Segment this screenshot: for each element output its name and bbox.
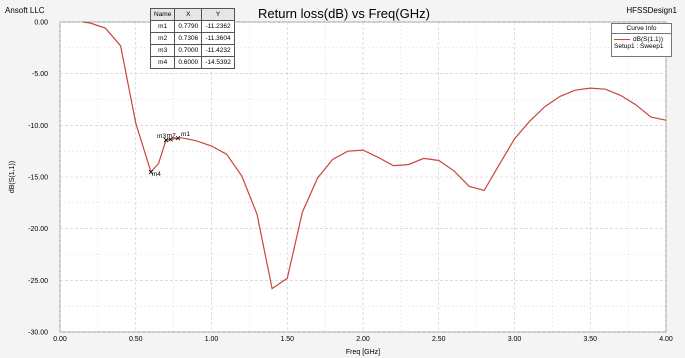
marker-cell: 0.6000 (174, 56, 203, 69)
marker-row[interactable]: m2 0.7306 -11.3604 (149, 32, 235, 45)
marker-label: m2 (167, 132, 176, 139)
x-tick-label: 0.00 (53, 336, 67, 343)
marker-col-x: X (174, 8, 203, 21)
marker-cell: m4 (149, 56, 176, 69)
legend-swatch (614, 39, 630, 40)
marker-label: m3 (157, 133, 166, 140)
y-tick-label: 0.00 (34, 20, 48, 27)
marker-cell: m3 (149, 44, 176, 57)
marker-cell: 0.7306 (174, 32, 203, 45)
marker-point (175, 135, 181, 141)
marker-row[interactable]: m3 0.7000 -11.4232 (149, 44, 235, 57)
y-tick-label: -10.00 (28, 123, 48, 130)
x-tick-label: 1.50 (280, 336, 294, 343)
marker-table-header: Name X Y (149, 8, 235, 21)
x-tick-label: 3.00 (508, 336, 522, 343)
legend-series-label: dB(S(1,1)) (633, 36, 663, 43)
legend-sweep-label: Setup1 : Sweep1 (614, 43, 664, 50)
curve-info-legend[interactable]: Curve Info dB(S(1,1)) Setup1 : Sweep1 (611, 23, 672, 57)
marker-label: m1 (181, 131, 190, 138)
x-tick-label: 1.00 (205, 336, 219, 343)
marker-col-y: Y (201, 8, 235, 21)
y-tick-label: -20.00 (28, 226, 48, 233)
marker-label: m4 (152, 171, 161, 178)
y-tick-label: -30.00 (28, 330, 48, 337)
y-tick-label: -15.00 (28, 175, 48, 182)
marker-cell: 0.7000 (174, 44, 203, 57)
marker-col-name: Name (149, 8, 176, 21)
marker-cell: -11.2362 (201, 20, 235, 33)
x-tick-label: 2.00 (356, 336, 370, 343)
marker-cell: m1 (149, 20, 176, 33)
chart-title: Return loss(dB) vs Freq(GHz) (258, 6, 430, 21)
marker-row[interactable]: m4 0.6000 -14.5392 (149, 56, 235, 69)
curve-info-title: Curve Info (612, 24, 671, 34)
y-tick-label: -5.00 (32, 71, 48, 78)
x-tick-label: 2.50 (432, 336, 446, 343)
marker-cell: m2 (149, 32, 176, 45)
grid-lines (59, 21, 667, 333)
marker-table: Name X Y m1 0.7790 -11.2362 m2 0.7306 -1… (149, 8, 235, 69)
x-tick-label: 4.00 (659, 336, 673, 343)
marker-cell: 0.7790 (174, 20, 203, 33)
marker-point (148, 169, 154, 175)
marker-point (168, 137, 173, 142)
company-label: Ansoft LLC (5, 6, 45, 15)
tick-labels: 0.00 0.50 1.00 1.50 2.00 2.50 3.00 3.50 4.00 0.00… (28, 20, 673, 344)
x-axis-label: Freq [GHz] (346, 349, 380, 356)
marker-cell: -11.3604 (201, 32, 235, 45)
marker-point (163, 137, 169, 143)
x-tick-label: 0.50 (129, 336, 143, 343)
y-tick-label: -25.00 (28, 278, 48, 285)
design-name: HFSSDesign1 (626, 6, 677, 15)
marker-cell: -11.4232 (201, 44, 235, 57)
x-tick-label: 3.50 (583, 336, 597, 343)
legend-entry[interactable]: dB(S(1,1)) (612, 34, 671, 43)
y-axis-label: dB(S(1,1)) (9, 161, 16, 193)
marker-row[interactable]: m1 0.7790 -11.2362 (149, 20, 235, 33)
marker-cell: -14.5392 (201, 56, 235, 69)
